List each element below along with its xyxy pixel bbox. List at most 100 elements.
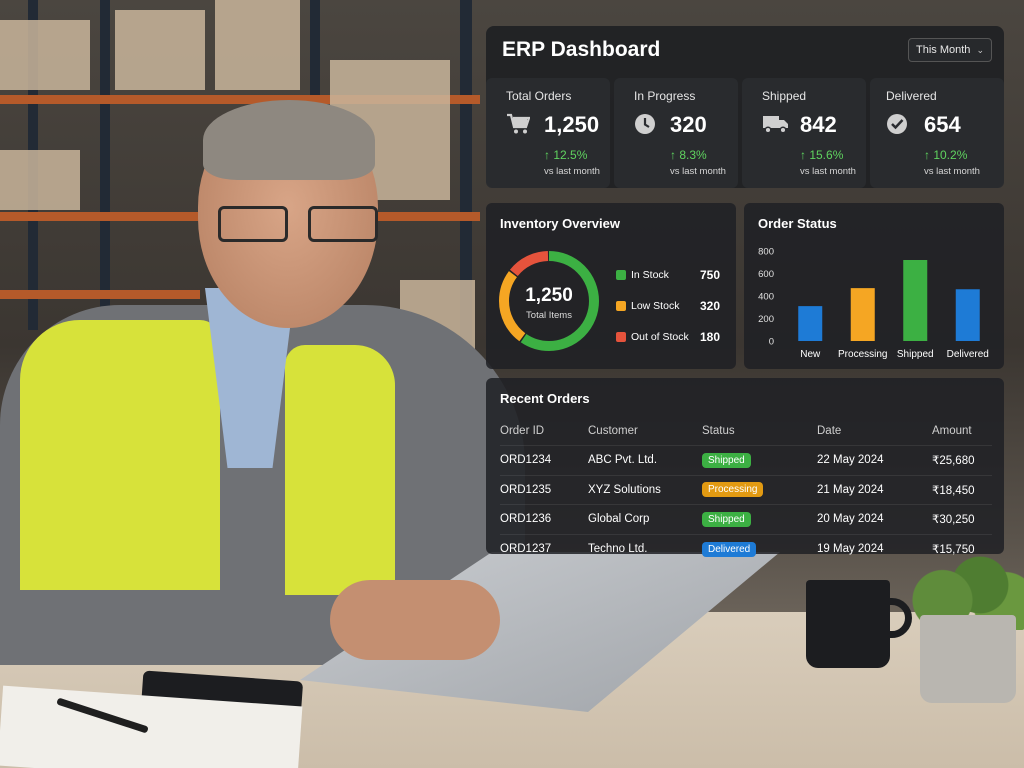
dashboard-title: ERP Dashboard xyxy=(502,38,661,61)
legend-swatch xyxy=(616,332,626,342)
column-header[interactable]: Amount xyxy=(932,424,972,437)
customer-name: XYZ Solutions xyxy=(588,483,661,496)
inventory-overview-panel: Inventory Overview 1,250 Total Items In … xyxy=(486,203,736,369)
customer-name: Global Corp xyxy=(588,513,650,526)
order-date: 19 May 2024 xyxy=(817,543,884,555)
legend-in-stock: In Stock xyxy=(616,269,669,281)
warehouse-box xyxy=(115,10,205,90)
y-tick-label: 200 xyxy=(758,314,774,325)
safety-vest xyxy=(20,320,220,590)
warehouse-box xyxy=(0,150,80,210)
column-header[interactable]: Customer xyxy=(588,424,638,437)
legend-label: Out of Stock xyxy=(631,331,689,343)
status-badge: Delivered xyxy=(702,541,757,557)
x-tick-label: Delivered xyxy=(947,349,989,360)
column-header[interactable]: Date xyxy=(817,424,842,437)
bar-delivered xyxy=(955,289,980,341)
kpi-delta: ↑ 12.5% xyxy=(544,148,588,162)
order-date: 22 May 2024 xyxy=(817,454,884,467)
status-badge: Processing xyxy=(702,482,764,498)
kpi-card-shipped[interactable]: Shipped 842 ↑ 15.6% vs last month xyxy=(742,78,866,188)
legend-low-stock: Low Stock xyxy=(616,300,679,312)
safety-vest xyxy=(285,345,395,595)
legend-value: 320 xyxy=(700,299,721,313)
bar-processing xyxy=(850,288,875,341)
order-id: ORD1236 xyxy=(500,513,552,526)
legend-swatch xyxy=(616,270,626,280)
table-row[interactable]: ORD1237 Techno Ltd. Delivered 19 May 202… xyxy=(500,534,992,564)
donut-total-label: Total Items xyxy=(526,310,572,321)
kpi-subtext: vs last month xyxy=(544,166,600,177)
legend-swatch xyxy=(616,301,626,311)
panel-title: Order Status xyxy=(758,216,837,231)
period-dropdown-label: This Month xyxy=(916,44,971,56)
order-amount: ₹18,450 xyxy=(932,484,975,497)
warehouse-shelf xyxy=(0,95,480,104)
cart-icon xyxy=(507,113,530,134)
bar-new xyxy=(798,306,823,341)
warehouse-rack xyxy=(100,0,110,330)
order-status-bar-chart: 0 200 400 600 800 New Processing Shipped Deliver… xyxy=(758,247,989,361)
recent-orders-panel: Recent Orders Order ID Customer Status D… xyxy=(486,378,1004,557)
kpi-label: Delivered xyxy=(886,89,937,103)
y-tick-label: 400 xyxy=(758,292,774,303)
kpi-value: 842 xyxy=(800,112,837,137)
table-header-row: Order ID Customer Status Date Amount xyxy=(500,416,992,446)
legend-label: In Stock xyxy=(631,269,669,281)
bar-shipped xyxy=(903,260,928,341)
order-id: ORD1237 xyxy=(500,543,552,555)
x-tick-label: Processing xyxy=(838,349,887,360)
y-tick-label: 800 xyxy=(758,247,774,258)
table-row[interactable]: ORD1236 Global Corp Shipped 20 May 2024 … xyxy=(500,504,992,535)
warehouse-shelf xyxy=(0,290,200,299)
eyeglasses xyxy=(218,206,388,246)
person-hand xyxy=(330,580,500,660)
table-row[interactable]: ORD1235 XYZ Solutions Processing 21 May … xyxy=(500,475,992,505)
check-icon xyxy=(887,114,907,134)
kpi-card-delivered[interactable]: Delivered 654 ↑ 10.2% vs last month xyxy=(870,78,1004,188)
kpi-value: 1,250 xyxy=(544,112,600,137)
customer-name: ABC Pvt. Ltd. xyxy=(588,454,658,467)
recent-orders-table: Order ID Customer Status Date Amount ORD… xyxy=(500,416,992,564)
legend-value: 750 xyxy=(700,268,721,282)
chevron-down-icon: ⌄ xyxy=(976,44,984,55)
order-amount: ₹30,250 xyxy=(932,514,975,527)
kpi-subtext: vs last month xyxy=(670,166,726,177)
column-header[interactable]: Order ID xyxy=(500,424,545,437)
kpi-subtext: vs last month xyxy=(800,166,856,177)
warehouse-box xyxy=(215,0,300,90)
kpi-card-total-orders[interactable]: Total Orders 1,250 ↑ 12.5% vs last month xyxy=(486,78,610,188)
kpi-delta: ↑ 15.6% xyxy=(800,148,844,162)
panel-title: Recent Orders xyxy=(500,391,590,406)
order-id: ORD1234 xyxy=(500,454,552,467)
kpi-delta: ↑ 8.3% xyxy=(670,148,707,162)
donut-slice xyxy=(499,251,599,351)
column-header[interactable]: Status xyxy=(702,424,735,437)
kpi-delta: ↑ 10.2% xyxy=(924,148,968,162)
y-tick-label: 600 xyxy=(758,269,774,280)
inventory-donut-chart xyxy=(499,251,599,351)
order-status-panel: Order Status 0 200 400 600 800 New Processing S… xyxy=(744,203,1004,369)
period-dropdown[interactable]: This Month ⌄ xyxy=(908,38,992,62)
status-badge: Shipped xyxy=(702,452,751,468)
kpi-label: Shipped xyxy=(762,89,807,103)
warehouse-box xyxy=(0,20,90,90)
legend-value: 180 xyxy=(700,330,721,344)
coffee-mug xyxy=(806,580,890,668)
order-id: ORD1235 xyxy=(500,483,552,496)
clock-icon xyxy=(635,114,655,134)
y-tick-label: 0 xyxy=(769,337,774,348)
kpi-card-in-progress[interactable]: In Progress 320 ↑ 8.3% vs last month xyxy=(614,78,738,188)
table-row[interactable]: ORD1234 ABC Pvt. Ltd. Shipped 22 May 202… xyxy=(500,445,992,476)
donut-slice xyxy=(499,251,599,351)
order-date: 20 May 2024 xyxy=(817,513,884,526)
order-amount: ₹25,680 xyxy=(932,455,975,468)
kpi-label: In Progress xyxy=(634,89,696,103)
x-tick-label: Shipped xyxy=(897,349,934,360)
legend-label: Low Stock xyxy=(631,300,680,312)
panel-title: Inventory Overview xyxy=(500,216,620,231)
order-date: 21 May 2024 xyxy=(817,483,884,496)
truck-icon xyxy=(763,116,788,134)
kpi-value: 654 xyxy=(924,112,961,137)
person-hair xyxy=(203,100,375,180)
